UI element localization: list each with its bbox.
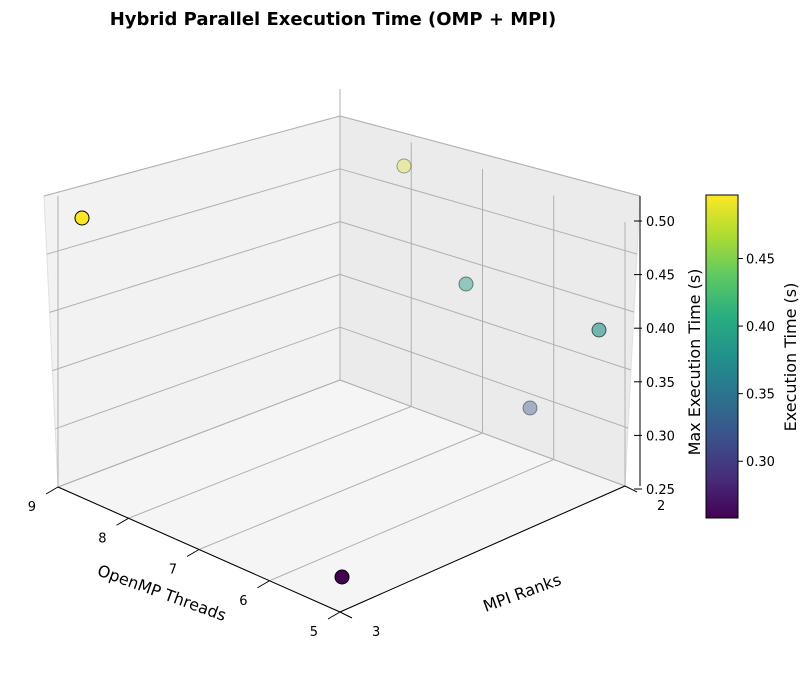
- x-tick-label-3: 8: [98, 531, 106, 546]
- axes-panes: [43, 115, 641, 613]
- scatter-point-1: [396, 158, 412, 174]
- x-gridline-floor-3: [128, 406, 412, 519]
- y-tick-label-1: 2: [657, 499, 665, 514]
- z-tick-label-3: 0.40: [646, 322, 675, 337]
- y-gridline-floor-0: [339, 379, 626, 487]
- x-tick-mark-2: [186, 549, 200, 557]
- x-tick-mark-0: [327, 611, 341, 620]
- scatter-point-3: [591, 322, 607, 338]
- z-tick-label-0: 0.25: [646, 483, 675, 498]
- colorbar-label: Execution Time (s): [781, 283, 800, 432]
- z-gridline-right-5: [339, 115, 641, 197]
- z-gridline-left-5: [43, 115, 341, 197]
- scatter-point-5: [334, 569, 350, 585]
- y-axis-label: MPI Ranks: [481, 570, 564, 616]
- z-tick-label-1: 0.30: [646, 429, 675, 444]
- x-tick-mark-3: [116, 517, 129, 526]
- x-tick-mark-4: [45, 486, 59, 495]
- z-gridline-left-3: [49, 221, 341, 313]
- colorbar: 0.30 0.35 0.40 0.45: [705, 194, 775, 519]
- scatter-point-4: [522, 400, 538, 416]
- y-tick-mark-1: [624, 485, 638, 493]
- z-gridline-right-4: [339, 168, 638, 255]
- z-tick-label-4: 0.45: [646, 269, 675, 284]
- z-gridline-right-2: [339, 273, 632, 371]
- scatter-point-0: [74, 210, 90, 226]
- y-tick-label-0: 3: [372, 625, 380, 640]
- z-gridline-left-4: [46, 168, 341, 255]
- colorbar-tick-label-0: 0.30: [746, 455, 775, 470]
- x-gridline-floor-2: [198, 432, 483, 550]
- axes-grid: [43, 89, 641, 613]
- z-tick-label-5: 0.50: [646, 215, 675, 230]
- scatter-point-2: [458, 276, 474, 292]
- x-tick-label-0: 5: [310, 625, 318, 640]
- scatter-points: [74, 158, 607, 585]
- z-gridline-right-3: [339, 221, 635, 313]
- z-tick-label-2: 0.35: [646, 376, 675, 391]
- z-gridline-right-1: [339, 326, 629, 429]
- colorbar-tick-label-2: 0.40: [746, 320, 775, 335]
- colorbar-tick-label-3: 0.45: [746, 253, 775, 268]
- chart-title: Hybrid Parallel Execution Time (OMP + MP…: [110, 9, 557, 30]
- z-gridline-left-1: [55, 326, 341, 430]
- x-tick-label-4: 9: [28, 500, 36, 515]
- x-axis-label: OpenMP Threads: [95, 561, 229, 625]
- z-axis-label: Max Execution Time (s): [685, 269, 704, 456]
- x-gridline-floor-1: [269, 459, 554, 582]
- y-axis-line: [339, 485, 626, 613]
- x-gridline-floor-4: [57, 379, 341, 488]
- x-tick-mark-1: [257, 580, 270, 589]
- x-tick-label-2: 7: [169, 563, 177, 578]
- colorbar-tick-label-1: 0.35: [746, 388, 775, 403]
- x-tick-label-1: 6: [239, 594, 247, 609]
- y-tick-mark-0: [339, 611, 353, 619]
- colorbar-gradient: [705, 194, 739, 519]
- axes-lines: 5 6 7 8 9 3 20.25 0.30 0.35 0.40 0.45 0.50: [28, 196, 675, 640]
- z-gridline-left-2: [52, 273, 341, 372]
